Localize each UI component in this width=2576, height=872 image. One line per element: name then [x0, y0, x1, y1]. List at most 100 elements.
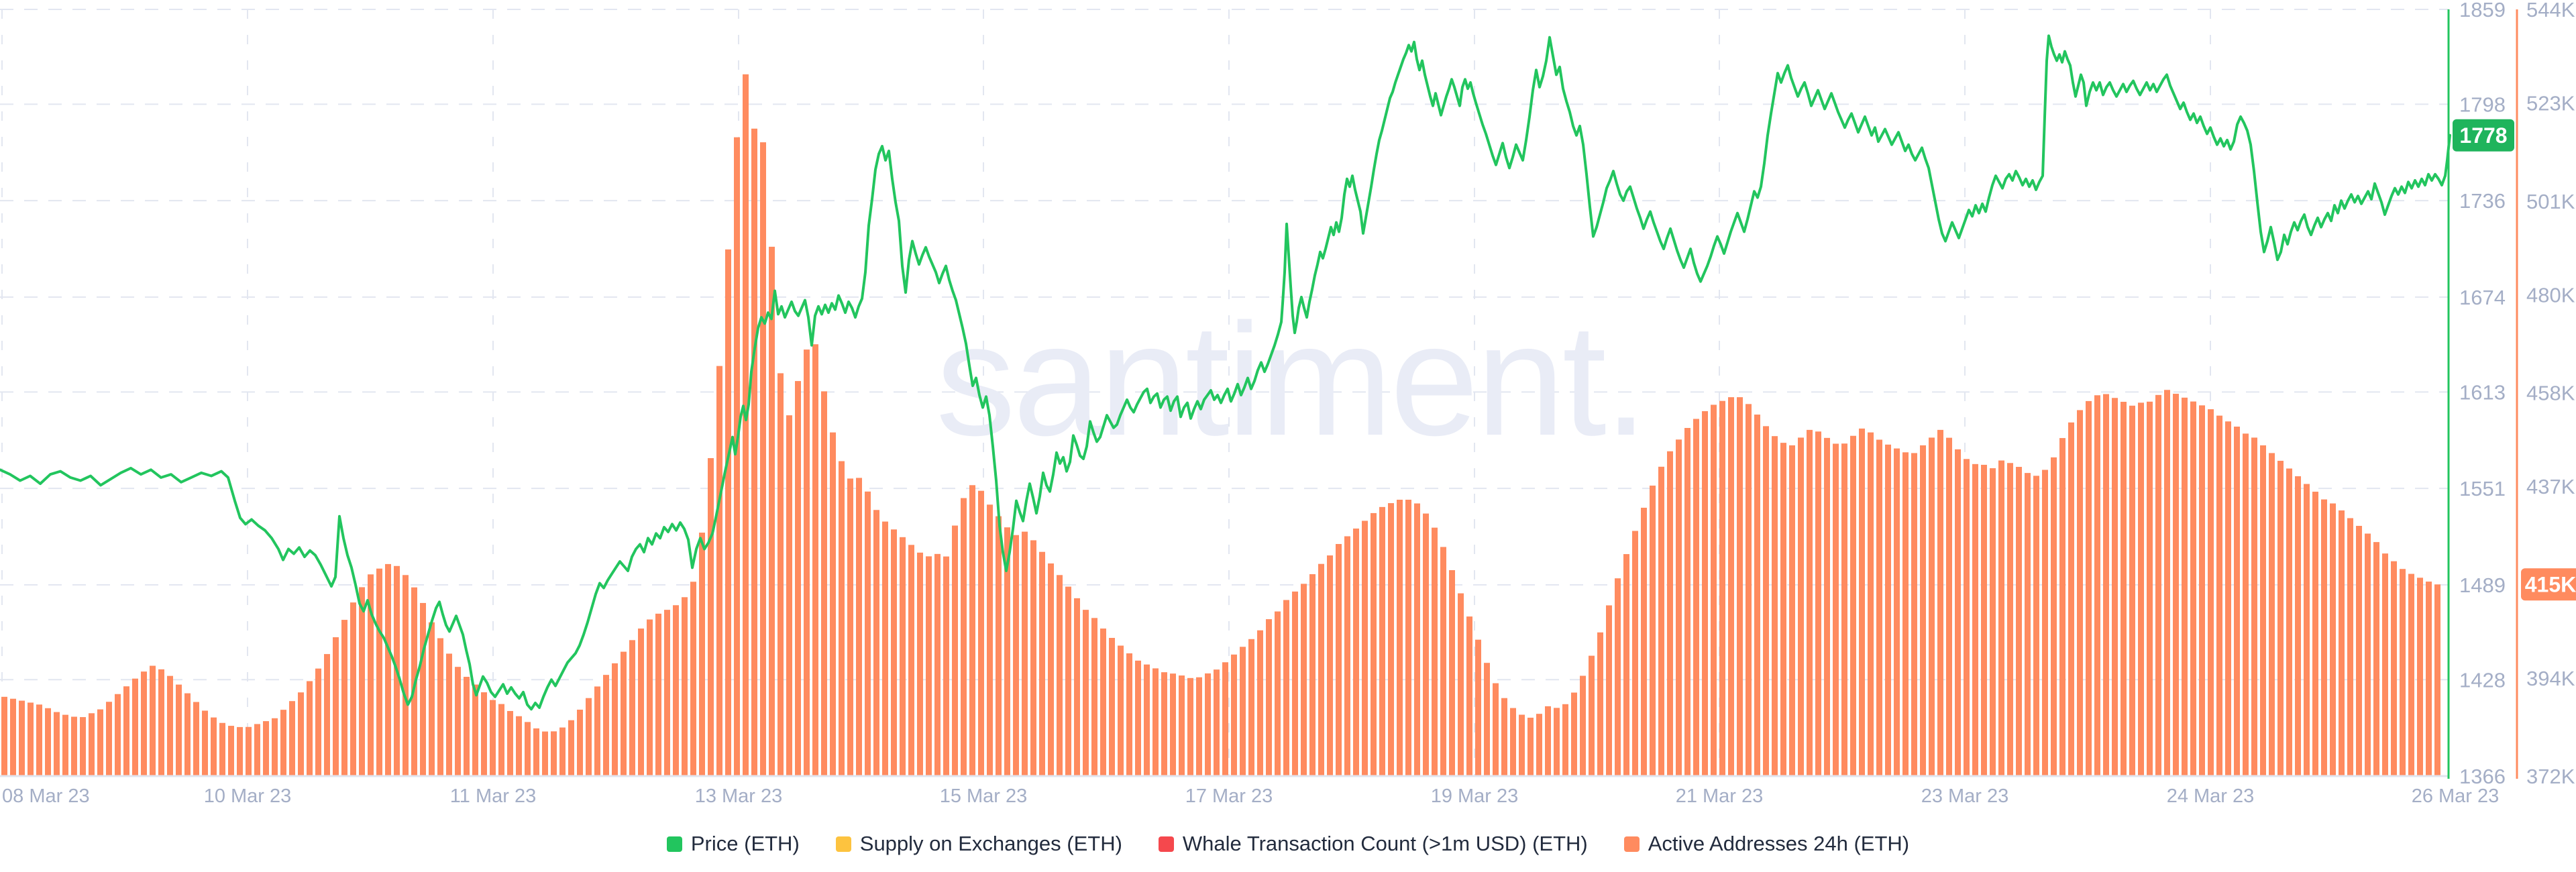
address-bar — [629, 640, 635, 776]
address-bar — [621, 651, 627, 776]
address-bar — [2408, 574, 2414, 776]
address-bar — [1615, 578, 1621, 776]
address-bar — [1937, 429, 1943, 776]
address-bar — [2138, 402, 2144, 776]
address-bar — [184, 693, 191, 776]
address-bar — [1501, 698, 1507, 776]
address-bar — [987, 504, 993, 776]
address-bar — [1048, 563, 1054, 776]
address-bar — [865, 491, 871, 776]
address-bar — [926, 556, 932, 776]
legend-item-2[interactable]: Whale Transaction Count (>1m USD) (ETH) — [1158, 832, 1588, 856]
address-bar — [123, 686, 129, 776]
address-bar — [1589, 655, 1595, 776]
date-tick-label: 17 Mar 23 — [1185, 785, 1273, 807]
addresses-tick-label: 458K — [2526, 382, 2575, 405]
address-bar — [1275, 611, 1281, 776]
address-bar — [1240, 647, 1246, 776]
address-bar — [1004, 527, 1010, 776]
address-bar — [1798, 437, 1804, 776]
address-bar — [298, 692, 304, 776]
address-bar — [19, 700, 25, 776]
address-bar — [1179, 675, 1185, 776]
address-bar — [289, 701, 295, 776]
address-bar — [952, 525, 958, 776]
address-bar — [682, 597, 688, 776]
address-bar — [1318, 563, 1324, 776]
address-bar — [2251, 437, 2257, 776]
legend-item-0[interactable]: Price (ETH) — [666, 832, 800, 856]
address-bar — [1894, 448, 1900, 776]
address-bar — [1475, 639, 1481, 776]
address-bar — [228, 726, 234, 776]
address-bar — [54, 712, 60, 776]
address-bar — [324, 654, 330, 776]
address-bar — [1998, 460, 2004, 776]
address-bar — [1039, 551, 1045, 776]
address-bar — [1929, 437, 1935, 776]
address-bar — [2417, 578, 2423, 776]
address-bar — [1440, 547, 1446, 776]
legend-item-1[interactable]: Supply on Exchanges (ETH) — [835, 832, 1122, 856]
address-bar — [1266, 619, 1272, 776]
address-bar — [2365, 533, 2371, 776]
address-bar — [1807, 429, 1813, 776]
address-bar — [1309, 574, 1316, 776]
address-bar — [2373, 542, 2379, 776]
address-bar — [1955, 449, 1961, 776]
address-bar — [481, 692, 487, 776]
address-bar — [1763, 426, 1769, 776]
address-bar — [1545, 706, 1551, 776]
address-bar — [132, 678, 138, 776]
address-bar — [1536, 714, 1542, 776]
address-bar — [725, 249, 731, 776]
price-tick-label: 1366 — [2459, 765, 2506, 788]
address-bar — [1885, 444, 1891, 776]
legend-swatch-icon — [666, 836, 682, 852]
address-bar — [673, 605, 679, 776]
address-bar — [280, 710, 286, 776]
address-bar — [1257, 630, 1263, 776]
address-bar — [2434, 584, 2440, 776]
address-bar — [2182, 397, 2188, 776]
address-bar — [1388, 503, 1394, 776]
x-axis-labels: 08 Mar 23 10 Mar 23 11 Mar 23 13 Mar 23 15 M… — [2, 785, 2499, 807]
address-bar — [2059, 438, 2065, 776]
legend-item-3[interactable]: Active Addresses 24h (ETH) — [1623, 832, 1909, 856]
address-bar — [333, 637, 339, 776]
date-tick-label: 15 Mar 23 — [940, 785, 1028, 807]
address-bar — [1074, 598, 1080, 776]
address-bar — [1824, 437, 1830, 776]
address-bar — [1022, 531, 1028, 776]
address-bar — [2112, 398, 2118, 776]
address-bar — [786, 415, 792, 776]
address-bar — [10, 698, 16, 776]
address-bar — [1510, 708, 1516, 776]
address-bar — [2356, 525, 2362, 776]
address-bar — [1719, 400, 1725, 776]
address-bar — [1623, 554, 1629, 776]
address-bar — [1684, 427, 1690, 776]
address-bar — [2330, 503, 2336, 776]
address-bar — [873, 510, 879, 776]
address-bar — [1789, 445, 1795, 776]
address-bar — [2269, 453, 2275, 776]
address-bar — [1527, 717, 1534, 776]
address-bar — [2121, 402, 2127, 776]
price-tick-label: 1736 — [2459, 189, 2506, 213]
legend-label: Supply on Exchanges (ETH) — [859, 832, 1122, 855]
price-tick-label: 1674 — [2459, 286, 2506, 309]
address-bar — [978, 490, 984, 776]
address-bar — [2382, 553, 2388, 776]
addresses-tick-label: 394K — [2526, 667, 2575, 690]
address-bar — [1650, 485, 1656, 776]
date-tick-label: 21 Mar 23 — [1676, 785, 1764, 807]
address-bar — [751, 128, 757, 777]
address-bar — [2225, 421, 2231, 776]
address-bar — [89, 713, 95, 776]
address-bar — [1118, 645, 1124, 776]
address-bar — [1405, 499, 1411, 776]
address-bar — [1397, 499, 1403, 776]
